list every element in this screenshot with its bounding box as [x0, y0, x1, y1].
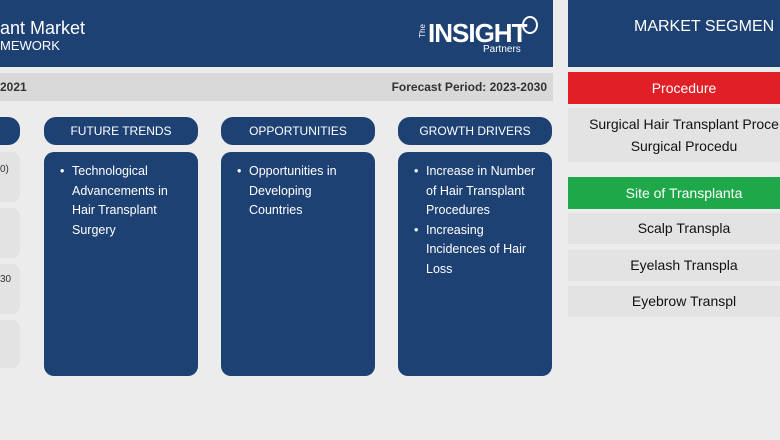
report-banner: ant Market MEWORK The INSIGHT Partners: [0, 0, 553, 67]
left-stub-text-1: 0): [0, 164, 9, 175]
opportunity-item: Opportunities in Developing Countries: [237, 162, 367, 221]
left-column-header: [0, 117, 20, 145]
report-title: ant Market: [0, 18, 86, 38]
future-trend-item: Technological Advancements in Hair Trans…: [60, 162, 190, 240]
future-trends-header: FUTURE TRENDS: [44, 117, 198, 145]
left-stub-2: [0, 208, 20, 258]
segment-site-item: Scalp Transpla: [568, 213, 780, 244]
logo-sub: Partners: [483, 44, 521, 55]
left-stub-text-2: 30: [0, 274, 12, 285]
insight-partners-logo: The INSIGHT Partners: [418, 14, 543, 60]
left-stub-1: 0): [0, 152, 20, 202]
segment-site-header: Site of Transplanta: [568, 177, 780, 209]
report-subtitle: MEWORK: [0, 38, 60, 53]
growth-drivers-header: GROWTH DRIVERS: [398, 117, 552, 145]
segment-procedure-item: Surgical Hair Transplant Proce Surgical …: [568, 108, 780, 162]
growth-drivers-panel: Increase in Number of Hair Transplant Pr…: [398, 152, 552, 376]
base-year: 2021: [0, 80, 27, 94]
segment-item-label: Surgical Hair Transplant Proce: [589, 116, 779, 132]
future-trends-panel: Technological Advancements in Hair Trans…: [44, 152, 198, 376]
left-stub-4: [0, 320, 20, 368]
logo-prefix: The: [418, 24, 427, 38]
market-segmentation-title: MARKET SEGMEN: [568, 0, 780, 67]
opportunities-panel: Opportunities in Developing Countries: [221, 152, 375, 376]
growth-driver-item: Increasing Incidences of Hair Loss: [414, 221, 544, 280]
segment-procedure-header: Procedure: [568, 72, 780, 104]
segment-site-item: Eyebrow Transpl: [568, 286, 780, 317]
opportunities-header: OPPORTUNITIES: [221, 117, 375, 145]
period-bar: 2021 Forecast Period: 2023-2030: [0, 73, 553, 101]
segment-item-label: Surgical Procedu: [630, 138, 738, 154]
forecast-period: Forecast Period: 2023-2030: [391, 80, 547, 94]
segment-site-item: Eyelash Transpla: [568, 250, 780, 281]
growth-driver-item: Increase in Number of Hair Transplant Pr…: [414, 162, 544, 221]
left-stub-3: 30: [0, 264, 20, 314]
lightbulb-icon: [522, 16, 538, 34]
logo-name: INSIGHT: [428, 18, 527, 48]
